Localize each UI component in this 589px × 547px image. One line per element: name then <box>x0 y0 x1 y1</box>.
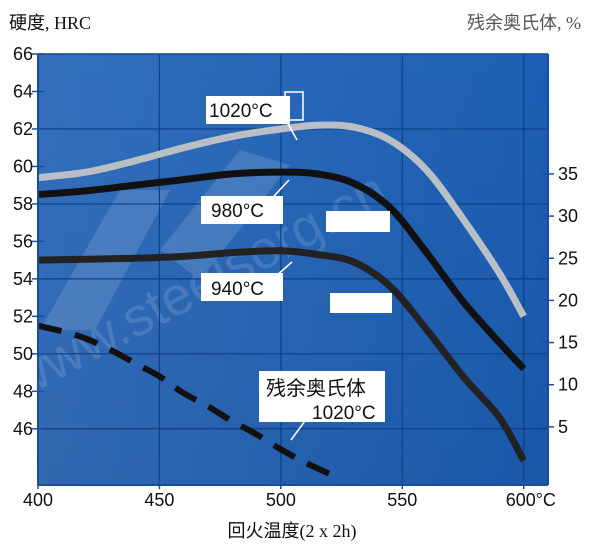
x-tick-label-4: 600°C <box>506 490 556 510</box>
left-tick-label-1: 48 <box>13 381 33 401</box>
right-tick-label-3: 20 <box>558 290 578 310</box>
series-line-0 <box>37 121 527 319</box>
x-tick-label-2: 500 <box>266 490 296 510</box>
series-layer <box>37 121 527 477</box>
right-tick-label-6: 35 <box>558 164 578 184</box>
annotation-retained-austenite-label: 残余奥氏体 <box>266 377 366 400</box>
left-tick-label-10: 66 <box>13 44 33 64</box>
annotation-980-label: 980°C <box>211 201 264 222</box>
left-tick-label-0: 46 <box>13 419 33 439</box>
series-line-2 <box>37 247 527 463</box>
right-axis-title: 残余奥氏体, % <box>467 13 581 33</box>
blank-box-lower <box>330 293 392 313</box>
left-tick-label-4: 54 <box>13 269 33 289</box>
series-line-3 <box>37 322 331 477</box>
left-tick-label-5: 56 <box>13 231 33 251</box>
blank-box-upper <box>326 211 390 232</box>
labels: 46 48 50 52 54 56 58 60 62 64 66 5 10 15 20 25 30 35 400 45… <box>13 44 578 510</box>
x-tick-label-0: 400 <box>23 490 53 510</box>
annotation-retained-austenite-temp: 1020°C <box>312 403 376 424</box>
left-tick-label-6: 58 <box>13 194 33 214</box>
left-tick-label-9: 64 <box>13 81 33 101</box>
annotation-retained-austenite: 残余奥氏体 1020°C <box>259 371 385 441</box>
x-tick-label-3: 550 <box>387 490 417 510</box>
right-tick-label-2: 15 <box>558 333 578 353</box>
annotation-1020-box: 1020°C <box>206 91 304 141</box>
x-tick-label-1: 450 <box>144 490 174 510</box>
left-tick-label-7: 60 <box>13 156 33 176</box>
right-tick-label-0: 5 <box>558 417 568 437</box>
axes <box>32 53 554 489</box>
annotation-940-label: 940°C <box>211 279 264 300</box>
series-line-1 <box>37 168 527 372</box>
left-tick-label-2: 50 <box>13 344 33 364</box>
right-tick-label-5: 30 <box>558 206 578 226</box>
x-axis-title: 回火温度(2 x 2h) <box>228 521 357 542</box>
left-axis-title: 硬度, HRC <box>9 13 91 33</box>
right-tick-label-4: 25 <box>558 248 578 268</box>
right-tick-label-1: 10 <box>558 375 578 395</box>
left-tick-label-3: 52 <box>13 306 33 326</box>
annotation-1020-label: 1020°C <box>209 101 273 122</box>
left-tick-label-8: 62 <box>13 119 33 139</box>
annotation-940-box: 940°C <box>201 261 293 301</box>
annotation-980-box: 980°C <box>201 179 290 224</box>
